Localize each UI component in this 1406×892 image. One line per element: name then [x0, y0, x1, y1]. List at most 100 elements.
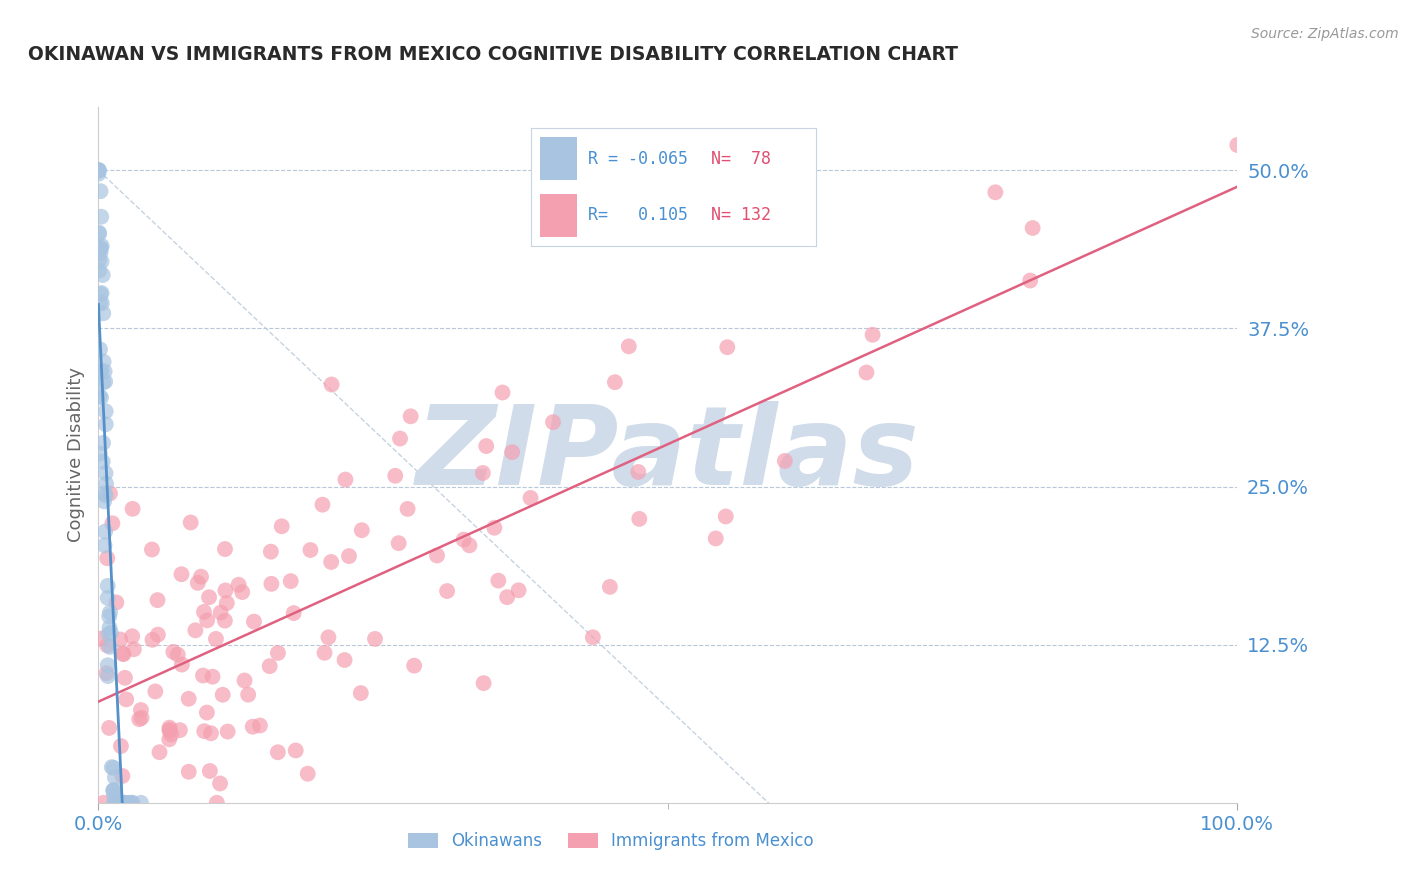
Point	[94, 466, 117, 480]
Point	[131, 711, 153, 725]
Point	[541, 415, 564, 429]
Point	[170, 567, 193, 582]
Point	[100, 625, 122, 640]
Point	[283, 606, 305, 620]
Point	[107, 796, 129, 810]
Point	[103, 783, 125, 797]
Point	[519, 491, 541, 505]
Point	[157, 732, 180, 747]
Point	[198, 764, 221, 778]
Point	[297, 766, 319, 780]
Point	[484, 521, 506, 535]
Point	[101, 516, 124, 531]
Point	[335, 473, 357, 487]
Point	[115, 692, 138, 706]
Point	[89, 263, 111, 277]
Point	[101, 760, 124, 774]
Point	[89, 343, 111, 357]
Point	[198, 591, 221, 605]
Point	[242, 720, 264, 734]
Point	[103, 761, 125, 775]
Point	[111, 796, 134, 810]
Point	[110, 632, 132, 647]
Point	[453, 533, 475, 547]
Point	[384, 468, 406, 483]
Point	[103, 796, 125, 810]
Point	[404, 658, 426, 673]
Point	[110, 796, 132, 810]
Point	[91, 436, 114, 450]
Point	[91, 268, 114, 282]
Point	[486, 574, 509, 588]
Point	[90, 365, 112, 379]
Point	[110, 739, 132, 753]
Point	[228, 578, 250, 592]
Point	[121, 501, 143, 516]
Point	[249, 718, 271, 732]
Point	[98, 606, 121, 620]
Point	[436, 584, 458, 599]
Point	[617, 339, 640, 353]
Point	[112, 796, 135, 810]
Point	[90, 285, 112, 300]
Point	[162, 645, 184, 659]
Point	[87, 167, 110, 181]
Point	[93, 796, 115, 810]
Point	[94, 488, 117, 502]
Point	[105, 796, 128, 810]
Point	[90, 287, 112, 301]
Point	[89, 389, 111, 403]
Point	[90, 239, 112, 253]
Point	[195, 706, 218, 720]
Point	[177, 764, 200, 779]
Point	[114, 796, 136, 810]
Point	[170, 657, 193, 672]
Point	[146, 627, 169, 641]
Point	[267, 646, 290, 660]
Point	[472, 676, 495, 690]
Point	[141, 632, 163, 647]
Point	[231, 585, 253, 599]
Point	[141, 542, 163, 557]
Point	[114, 671, 136, 685]
Point	[90, 210, 112, 224]
Point	[104, 796, 127, 810]
Point	[205, 796, 228, 810]
Point	[96, 666, 118, 681]
Point	[603, 375, 626, 389]
Point	[94, 404, 117, 418]
Point	[90, 241, 112, 255]
Point	[90, 391, 112, 405]
Point	[159, 723, 181, 738]
Point	[217, 724, 239, 739]
Point	[350, 523, 373, 537]
Point	[148, 745, 170, 759]
Point	[267, 745, 290, 759]
Point	[215, 596, 238, 610]
Point	[169, 723, 191, 738]
Point	[599, 580, 621, 594]
Point	[121, 629, 143, 643]
Point	[214, 614, 236, 628]
Point	[159, 721, 181, 735]
Point	[89, 295, 111, 310]
Point	[180, 516, 202, 530]
Point	[321, 377, 343, 392]
Point	[98, 609, 121, 624]
Point	[143, 684, 166, 698]
Point	[184, 624, 207, 638]
Point	[90, 241, 112, 255]
Point	[773, 454, 796, 468]
Point	[97, 658, 120, 673]
Point	[89, 243, 111, 257]
Point	[389, 432, 412, 446]
Point	[146, 593, 169, 607]
Point	[91, 376, 114, 390]
Point	[111, 769, 134, 783]
Point	[471, 466, 494, 480]
Point	[627, 465, 650, 479]
Point	[90, 364, 112, 378]
Point	[97, 591, 120, 605]
Point	[129, 796, 152, 810]
Point	[89, 446, 111, 460]
